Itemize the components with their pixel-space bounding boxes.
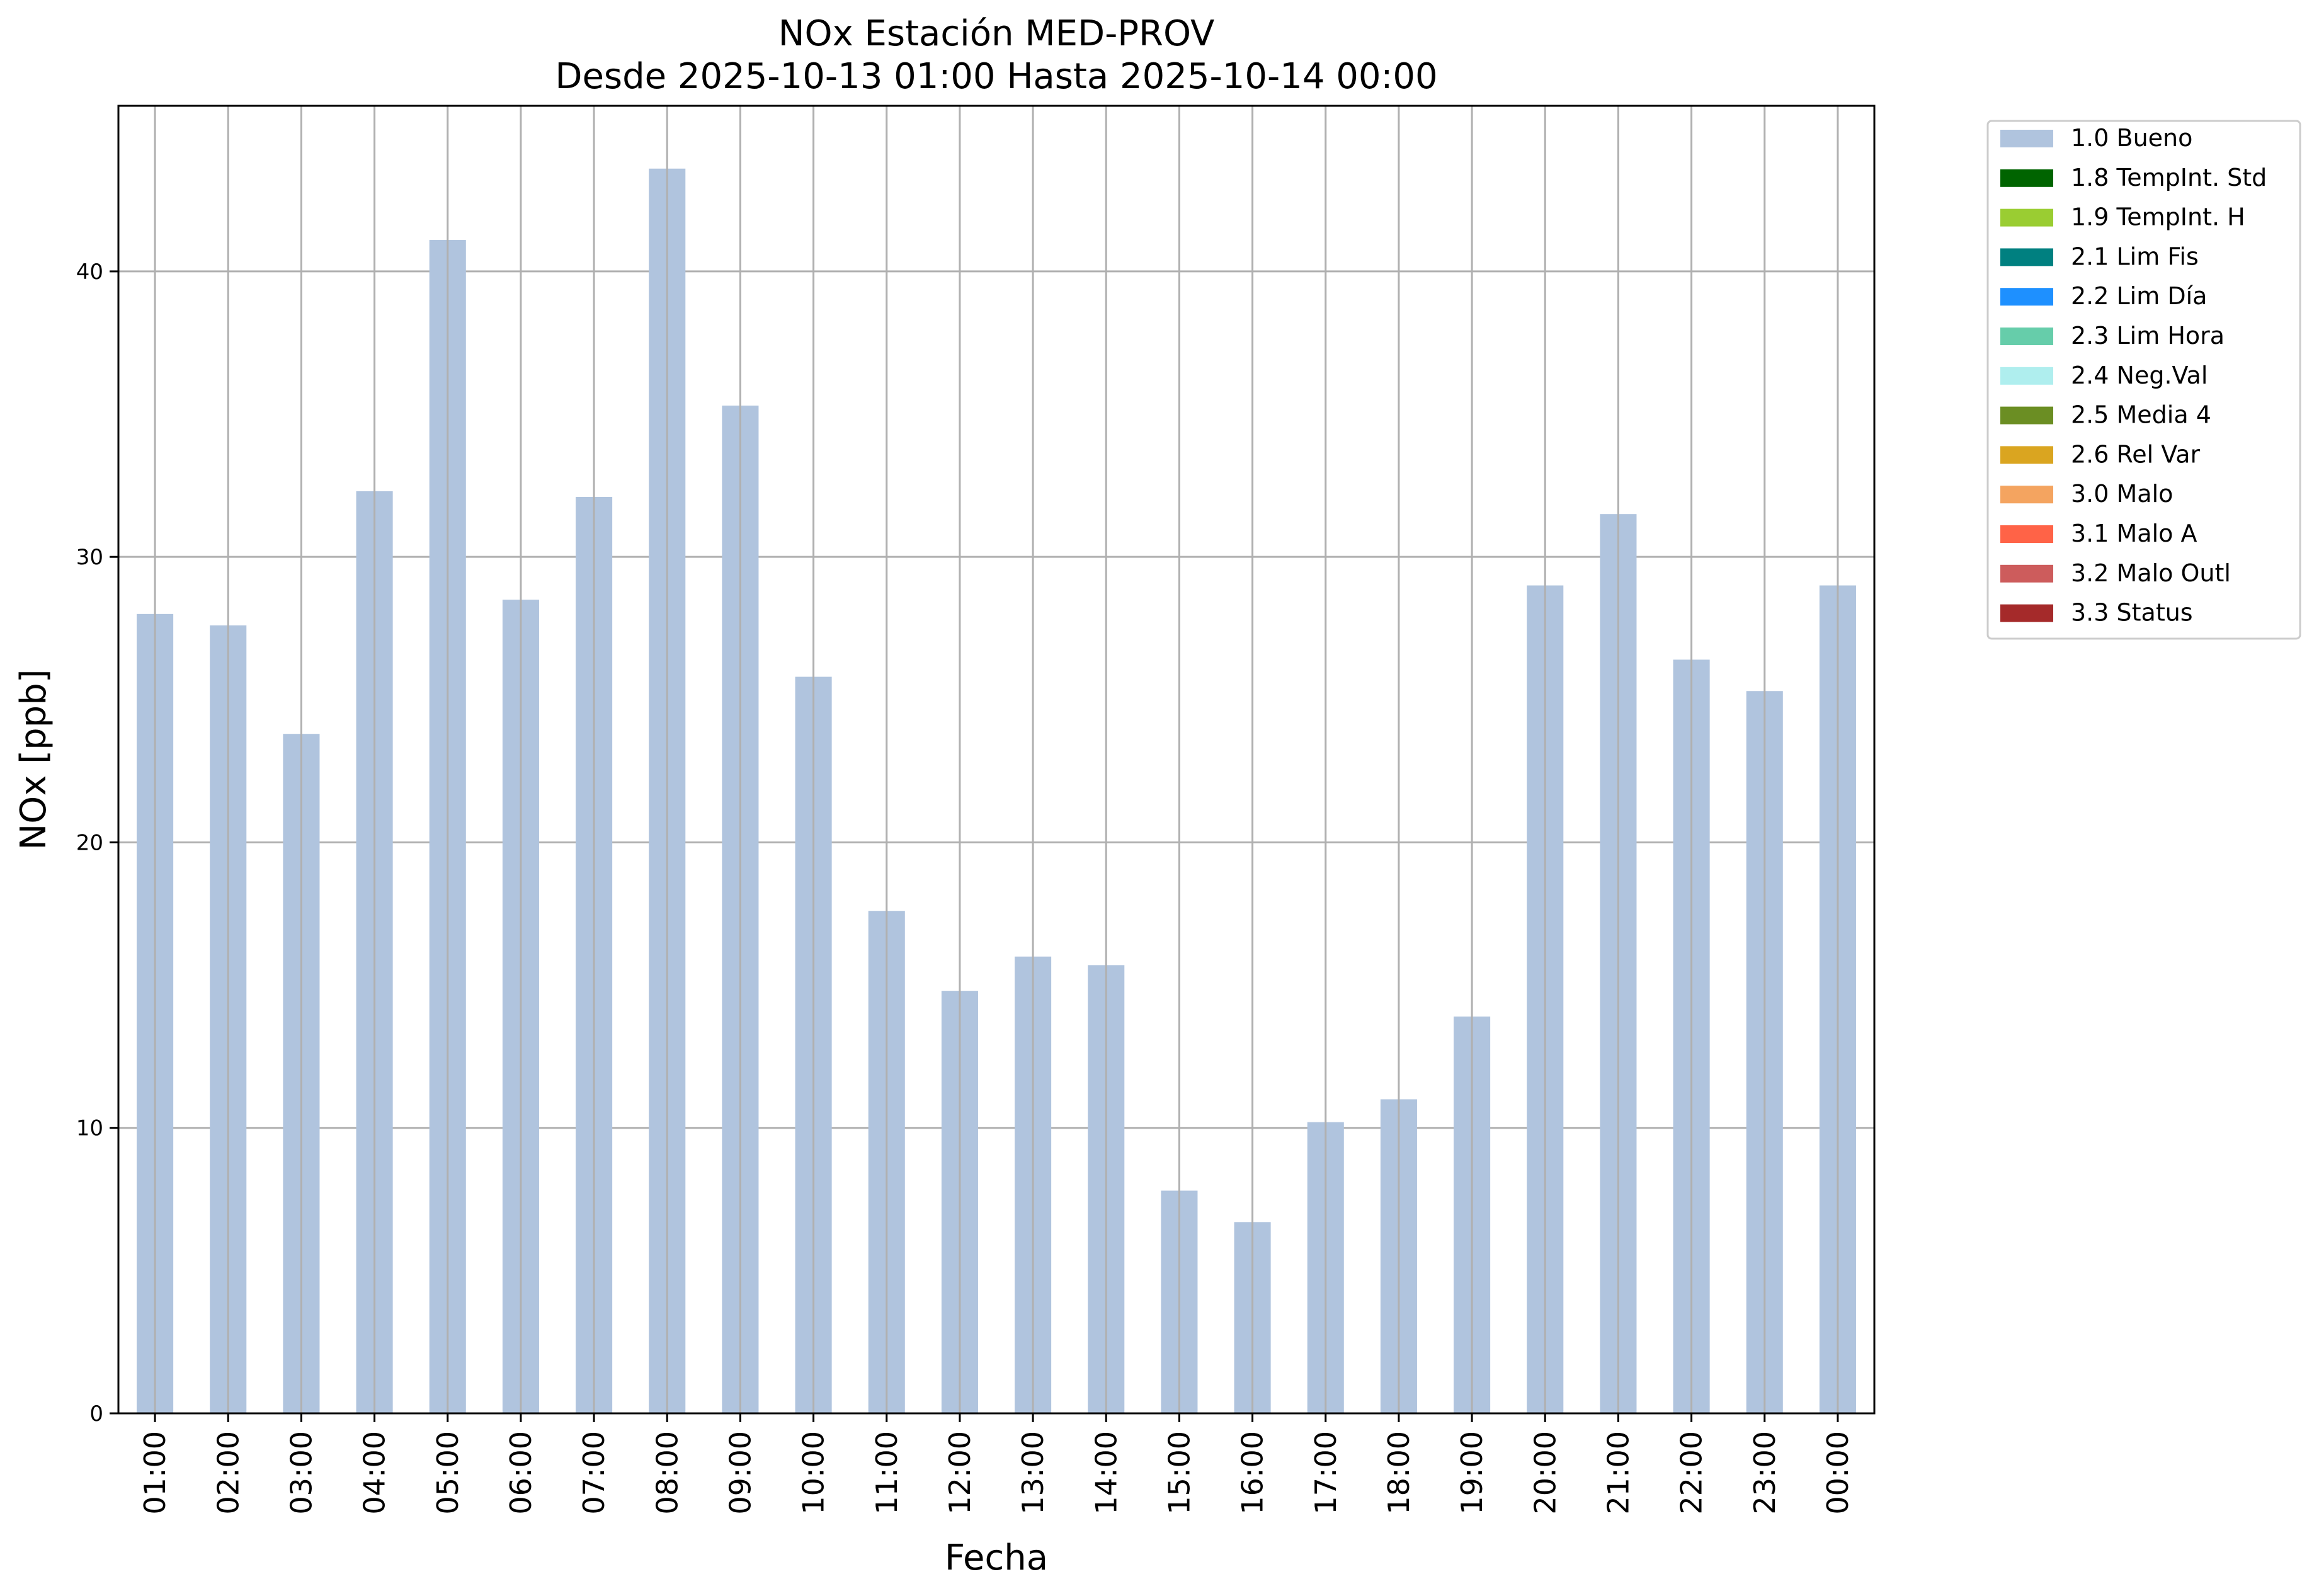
legend-box: [1986, 120, 2301, 640]
x-axis-ticks: 01:00 02:00 03:00 04:00 05:00 06:00 07:00 08:00…: [138, 1413, 1855, 1515]
chart-title: NOx Estación MED-PROV: [778, 13, 1215, 54]
y-tick-label: 0: [89, 1401, 103, 1427]
legend-swatch: [2000, 248, 2053, 266]
x-axis-label: Fecha: [945, 1537, 1048, 1578]
y-tick-label: 20: [76, 830, 103, 855]
x-grid-lines: [154, 106, 1839, 1413]
legend-swatch: [2000, 604, 2053, 622]
x-tick-label: 08:00: [650, 1431, 684, 1515]
chart-subtitle: Desde 2025-10-13 01:00 Hasta 2025-10-14 …: [555, 56, 1437, 97]
plot-frame: [117, 105, 1876, 1415]
legend-swatch: [2000, 328, 2053, 345]
x-tick-label: 23:00: [1748, 1431, 1782, 1515]
x-tick-label: 06:00: [504, 1431, 538, 1515]
legend-label: 2.2 Lim Día: [2071, 282, 2207, 310]
legend-label: 1.8 TempInt. Std: [2071, 164, 2267, 191]
x-tick-label: 19:00: [1455, 1431, 1489, 1515]
legend-label: 2.4 Neg.Val: [2071, 362, 2208, 389]
x-tick-label: 22:00: [1675, 1431, 1709, 1515]
legend-label: 3.2 Malo Outl: [2071, 559, 2231, 587]
x-tick-label: 01:00: [138, 1431, 172, 1515]
legend: 1.0 Bueno 1.8 TempInt. Std 1.9 TempInt. H 2…: [1986, 120, 2301, 640]
legend-label: 3.1 Malo A: [2071, 520, 2197, 547]
legend-label: 3.3 Status: [2071, 599, 2193, 627]
y-axis-ticks: 0 10 20 30 40: [76, 259, 118, 1427]
legend-label: 2.1 Lim Fis: [2071, 242, 2199, 270]
legend-swatch: [2000, 486, 2053, 504]
legend-label: 1.0 Bueno: [2071, 124, 2192, 152]
legend-label: 2.3 Lim Hora: [2071, 322, 2225, 350]
x-tick-label: 07:00: [577, 1431, 611, 1515]
legend-label: 1.9 TempInt. H: [2071, 203, 2245, 231]
x-tick-label: 21:00: [1601, 1431, 1635, 1515]
y-tick-label: 40: [76, 259, 103, 285]
x-tick-label: 10:00: [797, 1431, 831, 1515]
legend-swatch: [2000, 169, 2053, 187]
legend-swatch: [2000, 208, 2053, 227]
y-tick-label: 10: [76, 1116, 103, 1141]
y-axis-label: NOx [ppb]: [13, 669, 54, 850]
y-tick-label: 30: [76, 545, 103, 570]
x-tick-label: 05:00: [431, 1431, 465, 1515]
x-tick-label: 00:00: [1821, 1431, 1855, 1515]
x-tick-label: 14:00: [1089, 1431, 1123, 1515]
x-tick-label: 02:00: [211, 1431, 245, 1515]
x-tick-label: 20:00: [1528, 1431, 1562, 1515]
legend-label: 3.0 Malo: [2071, 480, 2173, 508]
legend-label: 2.5 Media 4: [2071, 401, 2211, 429]
legend-swatch: [2000, 406, 2053, 425]
x-tick-label: 11:00: [870, 1431, 904, 1515]
x-tick-label: 17:00: [1309, 1431, 1343, 1515]
grid-lines: [118, 270, 1874, 1129]
legend-swatch: [2000, 367, 2053, 385]
x-tick-label: 03:00: [284, 1431, 318, 1515]
legend-swatch: [2000, 446, 2053, 464]
x-tick-label: 16:00: [1236, 1431, 1270, 1515]
legend-label: 2.6 Rel Var: [2071, 440, 2201, 468]
legend-swatch: [2000, 525, 2053, 543]
legend-swatch: [2000, 288, 2053, 306]
x-tick-label: 18:00: [1382, 1431, 1416, 1515]
plot-area: [118, 106, 1874, 1413]
legend-swatch: [2000, 564, 2053, 583]
x-tick-label: 13:00: [1016, 1431, 1050, 1515]
x-tick-label: 15:00: [1162, 1431, 1196, 1515]
x-tick-label: 09:00: [723, 1431, 757, 1515]
x-tick-label: 04:00: [358, 1431, 392, 1515]
x-tick-label: 12:00: [943, 1431, 977, 1515]
legend-swatch: [2000, 130, 2053, 147]
